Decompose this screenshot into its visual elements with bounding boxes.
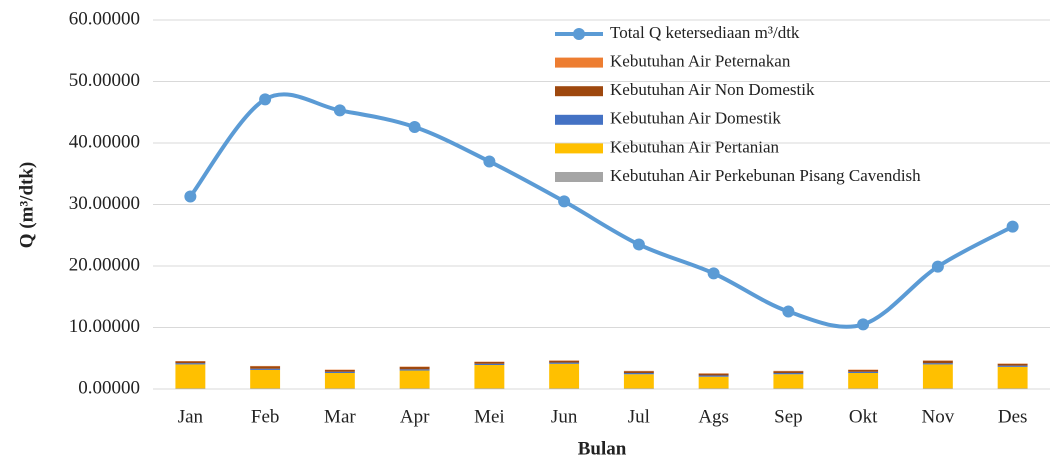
- bar-segment: [773, 388, 804, 389]
- y-tick-label: 10.00000: [69, 316, 140, 337]
- line-point: [333, 104, 346, 117]
- bar-segment: [175, 363, 206, 365]
- bar-segment: [399, 370, 430, 389]
- bar-segment: [474, 363, 505, 366]
- bar-segment: [997, 388, 1028, 389]
- legend-swatch: [555, 114, 603, 125]
- bar-segment: [250, 368, 281, 370]
- x-tick-label: Jun: [551, 406, 578, 427]
- bar-segment: [250, 369, 281, 389]
- line-point: [1006, 220, 1019, 233]
- x-tick-label: Des: [998, 406, 1028, 427]
- line-point: [931, 260, 944, 273]
- line-point: [632, 238, 645, 251]
- bar-segment: [922, 360, 953, 364]
- bar-segment: [773, 371, 804, 374]
- legend-swatch: [555, 57, 603, 68]
- bar-segment: [399, 388, 430, 389]
- bar-segment: [698, 388, 729, 389]
- x-tick-label: Jan: [178, 406, 204, 427]
- bar-segment: [324, 369, 355, 372]
- bar-segment: [848, 373, 879, 389]
- x-tick-label: Apr: [400, 406, 430, 427]
- x-tick-label: Sep: [774, 406, 803, 427]
- bar-segment: [549, 362, 580, 364]
- bar-segment: [399, 369, 430, 371]
- legend-swatch: [555, 143, 603, 154]
- bar-segment: [324, 373, 355, 389]
- bar-segment: [997, 366, 1028, 389]
- bar-segment: [324, 388, 355, 389]
- bar-segment: [549, 360, 580, 363]
- legend-label: Kebutuhan Air Peternakan: [610, 52, 791, 71]
- y-tick-label: 30.00000: [69, 193, 140, 214]
- line-point: [707, 267, 720, 280]
- legend-label: Total Q ketersediaan m³/dtk: [610, 23, 800, 42]
- bar-segment: [623, 374, 654, 389]
- line-point: [782, 305, 795, 318]
- x-tick-label: Ags: [698, 406, 729, 427]
- bar-segment: [623, 388, 654, 389]
- bar-segment: [623, 373, 654, 375]
- line-point: [558, 195, 571, 208]
- x-tick-label: Mar: [324, 406, 356, 427]
- bar-segment: [922, 364, 953, 389]
- y-tick-label: 60.00000: [69, 8, 140, 29]
- x-tick-label: Jul: [628, 406, 650, 427]
- bar-segment: [175, 364, 206, 389]
- bar-segment: [474, 365, 505, 389]
- line-point: [408, 121, 421, 134]
- x-tick-label: Mei: [474, 406, 505, 427]
- bar-segment: [698, 373, 729, 376]
- line: [188, 92, 1014, 329]
- x-tick-label: Feb: [251, 406, 280, 427]
- x-tick-label: Okt: [849, 406, 878, 427]
- bar-segment: [474, 388, 505, 389]
- bar-segment: [997, 363, 1028, 366]
- bar-segment: [922, 363, 953, 365]
- bar-segment: [175, 361, 206, 364]
- bar-segment: [175, 388, 206, 389]
- legend-swatch: [555, 172, 603, 182]
- line-point: [857, 318, 870, 331]
- bar-segment: [773, 373, 804, 375]
- y-tick-label: 20.00000: [69, 254, 140, 275]
- x-axis-label: Bulan: [578, 438, 627, 459]
- y-axis-label: Q (m³/dtk): [16, 162, 37, 248]
- bar-segment: [698, 376, 729, 389]
- bar-segment: [773, 374, 804, 389]
- bar-segment: [848, 369, 879, 372]
- bar-segment: [698, 375, 729, 377]
- bar-segment: [250, 388, 281, 389]
- legend-label: Kebutuhan Air Domestik: [610, 109, 781, 128]
- line-point: [184, 190, 197, 203]
- bar-segment: [549, 388, 580, 389]
- legend-label: Kebutuhan Air Pertanian: [610, 137, 780, 156]
- legend-swatch: [555, 86, 603, 97]
- y-tick-label: 50.00000: [69, 70, 140, 91]
- bar-segment: [549, 363, 580, 389]
- x-tick-label: Nov: [922, 406, 955, 427]
- legend-label: Kebutuhan Air Perkebunan Pisang Cavendis…: [610, 166, 921, 185]
- legend-label: Kebutuhan Air Non Domestik: [610, 80, 815, 99]
- y-tick-label: 40.00000: [69, 131, 140, 152]
- bar-segment: [997, 365, 1028, 367]
- bar-segment: [324, 371, 355, 374]
- bar-segment: [399, 366, 430, 370]
- bar-segment: [474, 361, 505, 364]
- y-tick-label: 0.00000: [78, 377, 140, 398]
- bar-segment: [848, 388, 879, 389]
- line-point: [259, 93, 272, 106]
- bar-segment: [848, 371, 879, 374]
- legend-marker: [573, 28, 585, 40]
- bar-segment: [922, 388, 953, 389]
- line-point: [483, 155, 496, 168]
- bar-segment: [623, 371, 654, 374]
- bar-segment: [250, 366, 281, 369]
